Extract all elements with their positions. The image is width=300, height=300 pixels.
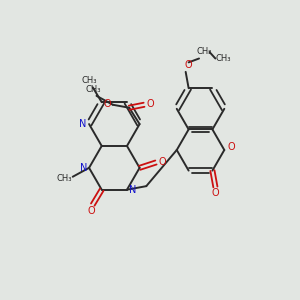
Text: CH₃: CH₃ [82, 76, 97, 85]
Text: CH₃: CH₃ [86, 85, 101, 94]
Text: N: N [80, 163, 87, 173]
Text: CH₂: CH₂ [196, 47, 212, 56]
Text: O: O [212, 188, 219, 199]
Text: N: N [129, 185, 136, 195]
Text: N: N [79, 119, 86, 129]
Text: O: O [103, 99, 111, 109]
Text: CH₃: CH₃ [215, 54, 231, 63]
Text: O: O [147, 99, 154, 109]
Text: O: O [88, 206, 95, 216]
Text: CH₃: CH₃ [56, 174, 72, 183]
Text: O: O [227, 142, 235, 152]
Text: O: O [185, 60, 193, 70]
Text: O: O [159, 158, 166, 167]
